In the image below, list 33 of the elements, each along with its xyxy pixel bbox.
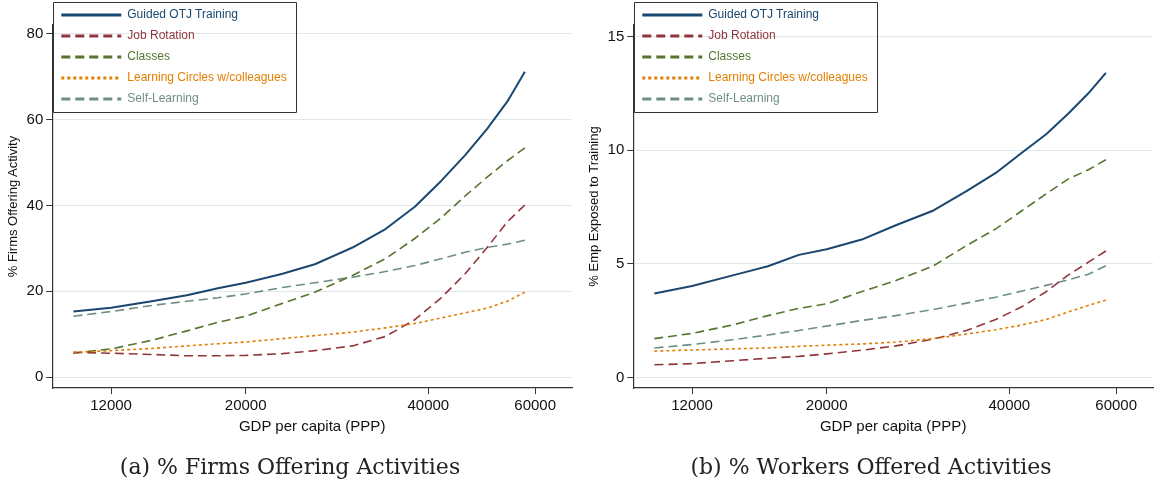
legend-label: Classes xyxy=(708,49,751,64)
y-tick-label: 5 xyxy=(615,254,625,272)
x-tick-label: 20000 xyxy=(224,396,267,414)
y-tick-label: 40 xyxy=(26,195,44,213)
legend-label: Learning Circles w/colleagues xyxy=(708,70,868,85)
text: (a) % Firms Offering Activities xyxy=(118,454,462,479)
y-tick-label: 0 xyxy=(615,367,625,385)
text: Classes xyxy=(127,49,170,64)
text: Job Rotation xyxy=(127,28,195,43)
text: Self-Learning xyxy=(127,91,199,106)
y-axis-title: % Firms Offering Activity xyxy=(5,135,21,278)
y-tick-label: 60 xyxy=(26,109,44,127)
x-tick-label: 12000 xyxy=(90,396,132,414)
y-tick-label: 20 xyxy=(26,281,44,299)
x-tick-label: 20000 xyxy=(805,396,848,414)
x-tick-label: 60000 xyxy=(1095,396,1138,414)
text: Guided OTJ Training xyxy=(127,7,238,22)
text: Learning Circles w/colleagues xyxy=(127,70,287,85)
legend-label: Self-Learning xyxy=(708,91,780,106)
y-tick-label: 10 xyxy=(607,140,625,158)
y-axis-title: % Emp Exposed to Training xyxy=(586,126,602,287)
y-tick-label: 0 xyxy=(34,367,44,385)
x-axis-title: GDP per capita (PPP) xyxy=(819,417,967,435)
y-tick-label: 15 xyxy=(607,26,625,44)
legend-label: Job Rotation xyxy=(708,28,776,43)
legend-label: Guided OTJ Training xyxy=(708,7,819,22)
x-tick-label: 40000 xyxy=(407,396,450,414)
text: (b) % Workers Offered Activities xyxy=(689,454,1053,479)
x-axis-title: GDP per capita (PPP) xyxy=(238,417,386,435)
x-tick-label: 40000 xyxy=(988,396,1031,414)
y-tick-label: 80 xyxy=(26,23,44,41)
x-tick-label: 60000 xyxy=(514,396,557,414)
x-tick-label: 12000 xyxy=(671,396,713,414)
